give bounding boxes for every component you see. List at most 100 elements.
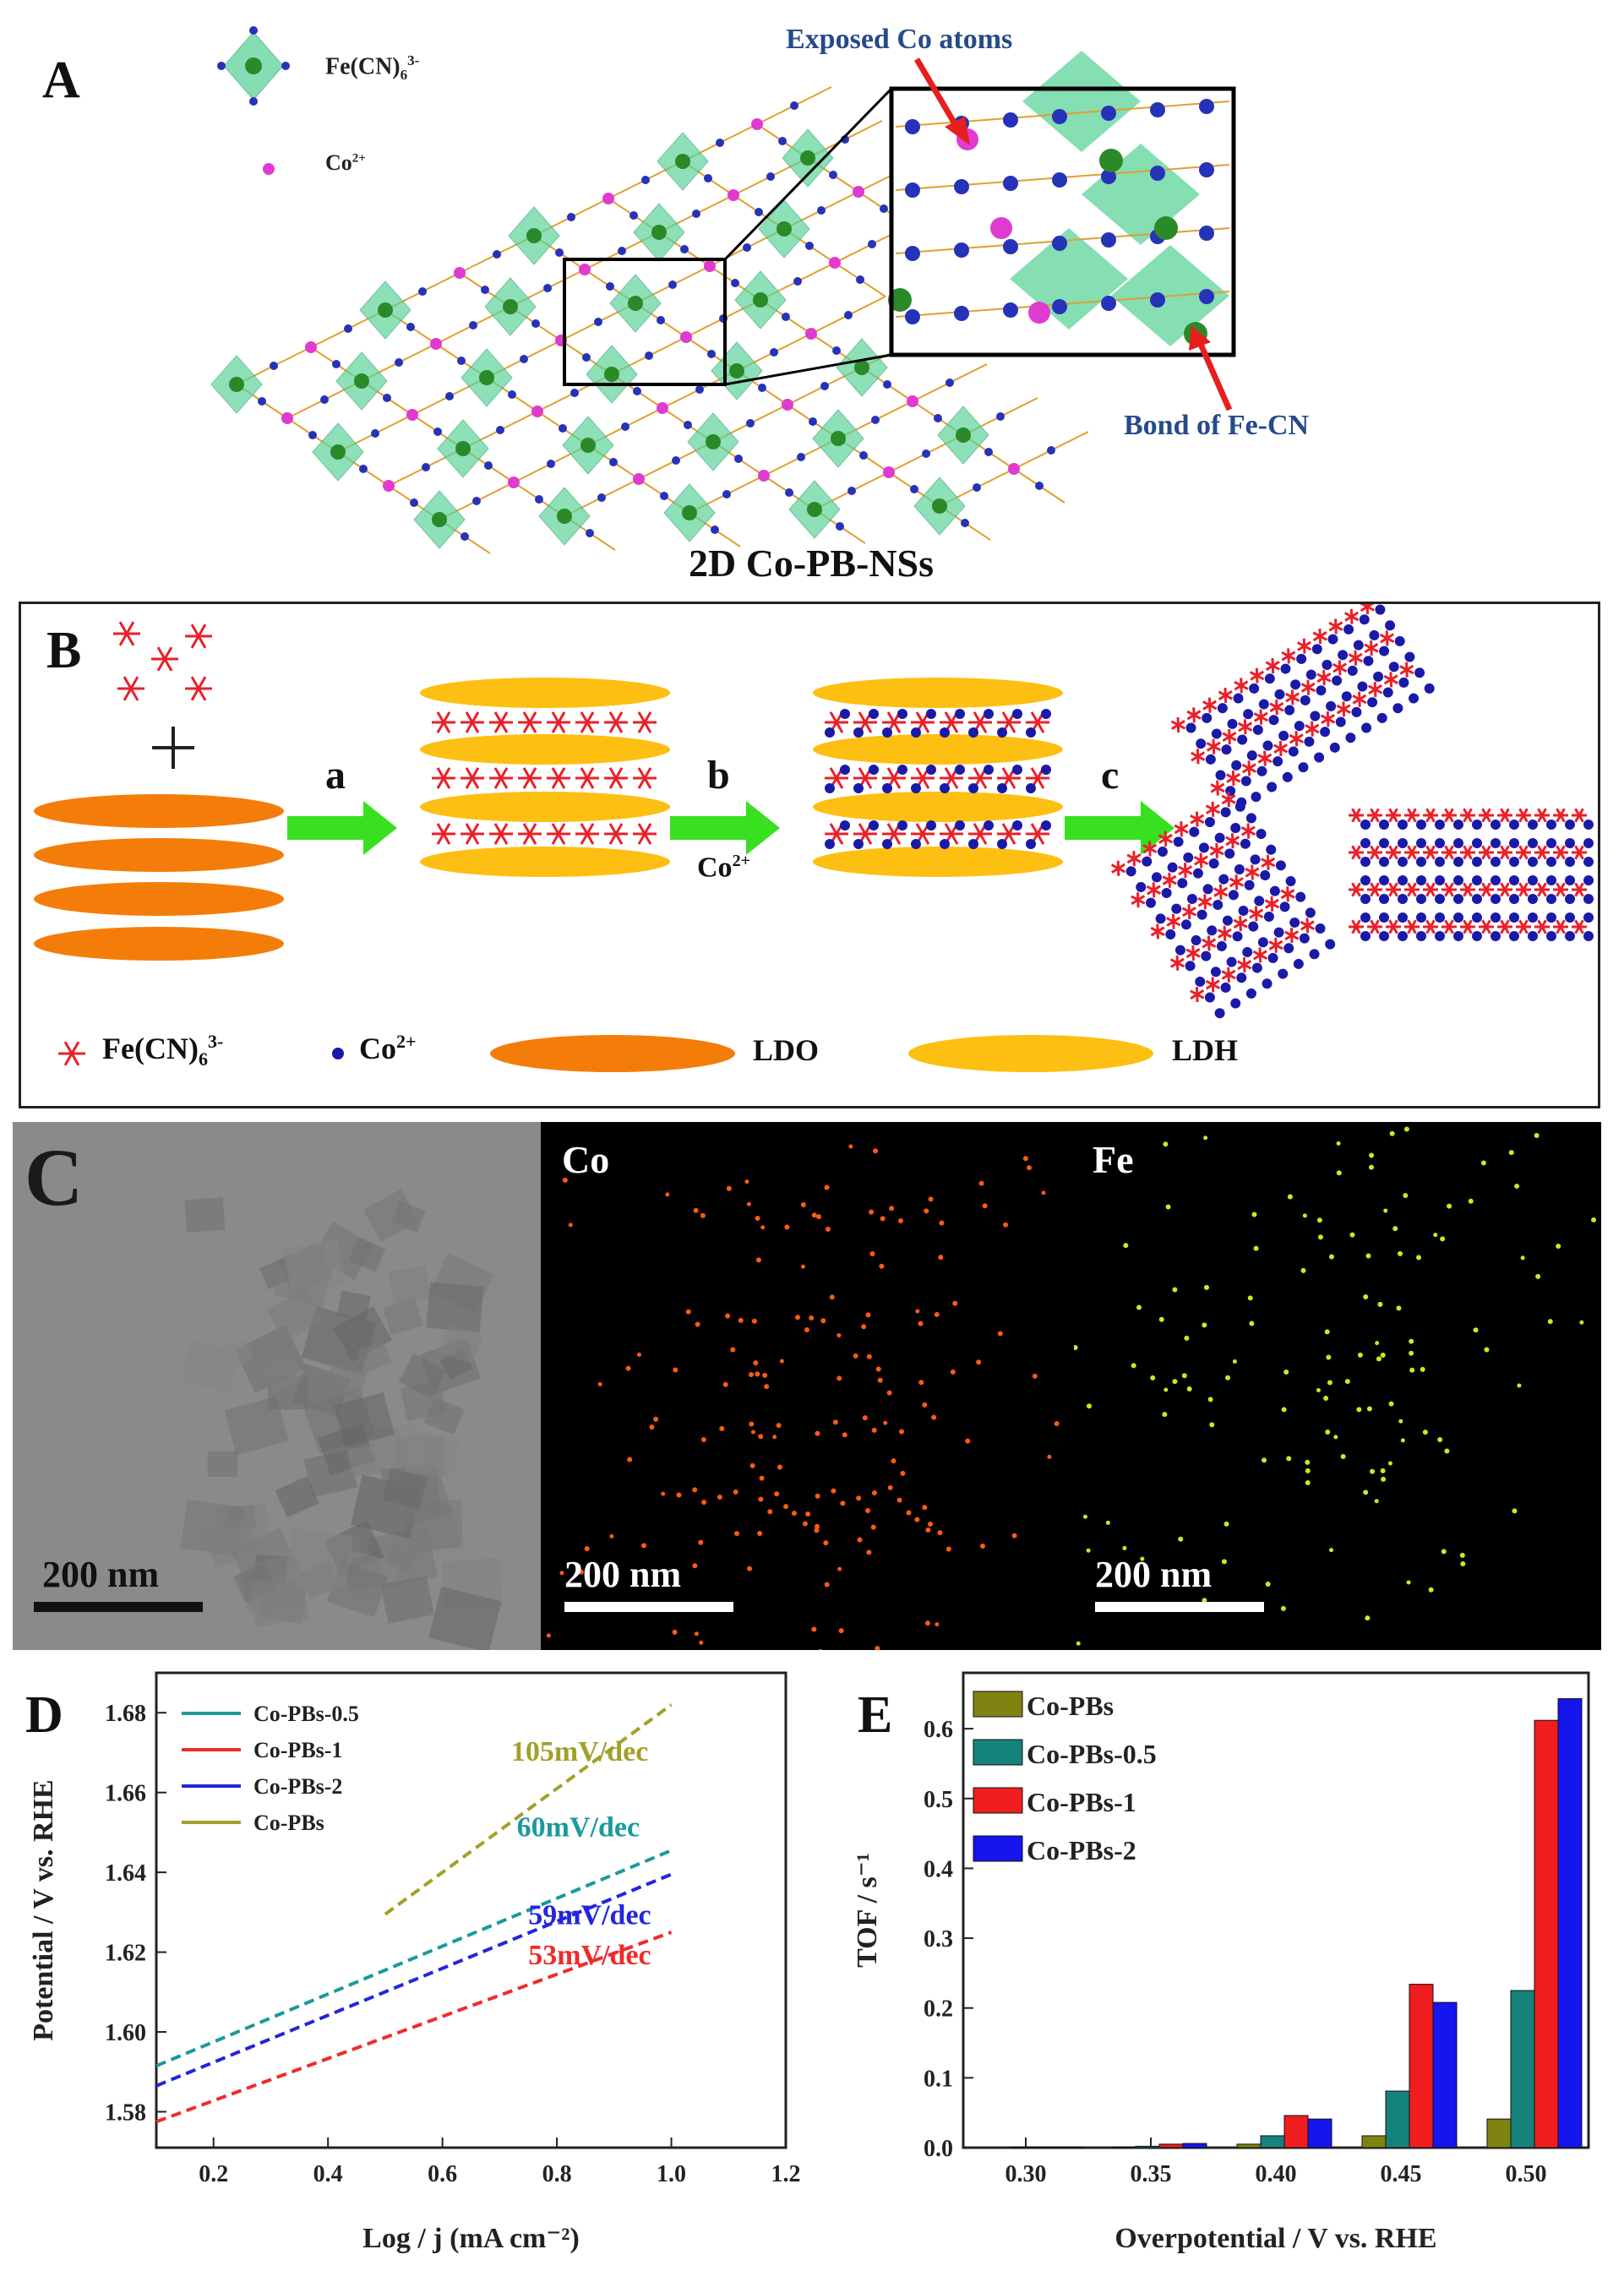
- cn-atom: [531, 319, 540, 328]
- co-ion: [1280, 663, 1291, 674]
- x-axis-label: Overpotential / V vs. RHE: [1114, 2223, 1436, 2254]
- fe-cn-star: [1360, 604, 1375, 615]
- co-ion: [1565, 838, 1575, 848]
- co-ion: [1327, 634, 1338, 645]
- element-dot: [871, 1490, 877, 1496]
- cn-atom: [832, 346, 841, 355]
- star-stroke: [1183, 863, 1187, 879]
- fe-cn-star: [1423, 919, 1438, 934]
- co-ion: [1165, 929, 1176, 939]
- element-dot: [928, 1521, 934, 1527]
- co-ion: [911, 727, 921, 738]
- co-ion: [853, 839, 864, 849]
- fe-cn-star: [1423, 882, 1438, 897]
- bar: [1033, 2146, 1059, 2148]
- star-stroke: [1370, 882, 1380, 897]
- cn-atom: [905, 309, 920, 324]
- element-dot: [1369, 1152, 1375, 1158]
- star-stroke: [1192, 707, 1196, 723]
- co-ion: [1583, 894, 1594, 904]
- fe-cn-star: [1479, 882, 1494, 897]
- fe-cn-star: [1146, 882, 1162, 898]
- fe-cn-star: [1229, 874, 1245, 890]
- cn-atom: [493, 250, 501, 259]
- co-ion: [1435, 912, 1445, 923]
- star-stroke: [1270, 896, 1274, 912]
- step-label-c: c: [1101, 753, 1120, 798]
- element-dot: [698, 1539, 704, 1545]
- element-dot: [1054, 1421, 1060, 1427]
- star-stroke: [1246, 823, 1251, 839]
- element-dot: [811, 1212, 817, 1218]
- star-stroke: [1199, 852, 1203, 869]
- fe-atom: [831, 431, 846, 446]
- element-dot: [1437, 1436, 1443, 1442]
- element-dot: [1441, 1549, 1447, 1555]
- co-ion: [1180, 919, 1191, 930]
- element-dot: [862, 1415, 868, 1421]
- element-dot: [562, 1177, 568, 1183]
- co-ion: [940, 727, 950, 738]
- star-stroke: [637, 711, 652, 733]
- co-ion: [1289, 917, 1300, 928]
- co-ion: [1220, 807, 1231, 818]
- co-ion: [1416, 820, 1426, 830]
- co-ion: [1453, 931, 1463, 941]
- co-atom: [883, 466, 895, 478]
- element-dot: [979, 1543, 985, 1549]
- cn-atom: [782, 313, 790, 321]
- star-stroke: [1243, 719, 1247, 735]
- fe-cn-star: [1240, 823, 1256, 839]
- element-dot: [672, 1629, 678, 1635]
- co-ion: [1546, 857, 1556, 867]
- bar: [1182, 2143, 1207, 2148]
- fe-map-label: Fe: [1093, 1138, 1134, 1181]
- star-stroke: [1136, 892, 1140, 908]
- scale-bar-fe: [1095, 1602, 1264, 1612]
- cn-atom: [629, 211, 638, 220]
- element-dot: [1365, 1253, 1371, 1259]
- element-dot: [1366, 1406, 1372, 1412]
- element-dot: [1158, 1316, 1164, 1322]
- element-dot: [928, 1196, 934, 1202]
- element-dot: [755, 1371, 760, 1377]
- co-ion: [1288, 746, 1299, 757]
- element-dot: [825, 1226, 831, 1232]
- co-ion: [1528, 820, 1538, 830]
- fe-cn-star: [1383, 672, 1398, 688]
- element-dot: [887, 1484, 893, 1490]
- star-stroke: [1195, 987, 1199, 1003]
- element-dot: [772, 1435, 777, 1440]
- element-dot: [1388, 1401, 1394, 1407]
- co-ion: [1528, 838, 1538, 848]
- cn-atom: [770, 348, 778, 357]
- element-dot: [1422, 1430, 1428, 1435]
- element-dot: [1512, 1508, 1518, 1514]
- element-dot: [1011, 1533, 1017, 1539]
- co-ion: [926, 820, 936, 831]
- element-dot: [937, 1530, 943, 1536]
- co-ion: [1379, 838, 1389, 848]
- element-dot: [1556, 1243, 1561, 1249]
- legend-label: Co-PBs: [1027, 1691, 1114, 1721]
- element-dot: [1328, 1254, 1334, 1260]
- element-dot: [1076, 1641, 1081, 1646]
- cn-atom: [836, 522, 844, 531]
- co-ion: [1189, 826, 1200, 837]
- element-dot: [1202, 1598, 1207, 1604]
- co-ion: [955, 820, 965, 831]
- co-ion: [1237, 734, 1248, 745]
- element-dot: [815, 1430, 820, 1436]
- fe-cn-star: [1300, 918, 1316, 934]
- co-ion: [1316, 685, 1327, 696]
- element-dot: [1086, 1548, 1091, 1553]
- fe-atom: [503, 299, 518, 314]
- cn-atom: [1150, 292, 1165, 308]
- co-ion: [1142, 856, 1153, 867]
- scale-bar-tem: [34, 1602, 203, 1612]
- co-ion: [1295, 891, 1306, 902]
- co-ion: [1398, 838, 1408, 848]
- star-stroke: [63, 1041, 80, 1066]
- co-ion: [1472, 875, 1482, 885]
- co-ion: [926, 709, 936, 719]
